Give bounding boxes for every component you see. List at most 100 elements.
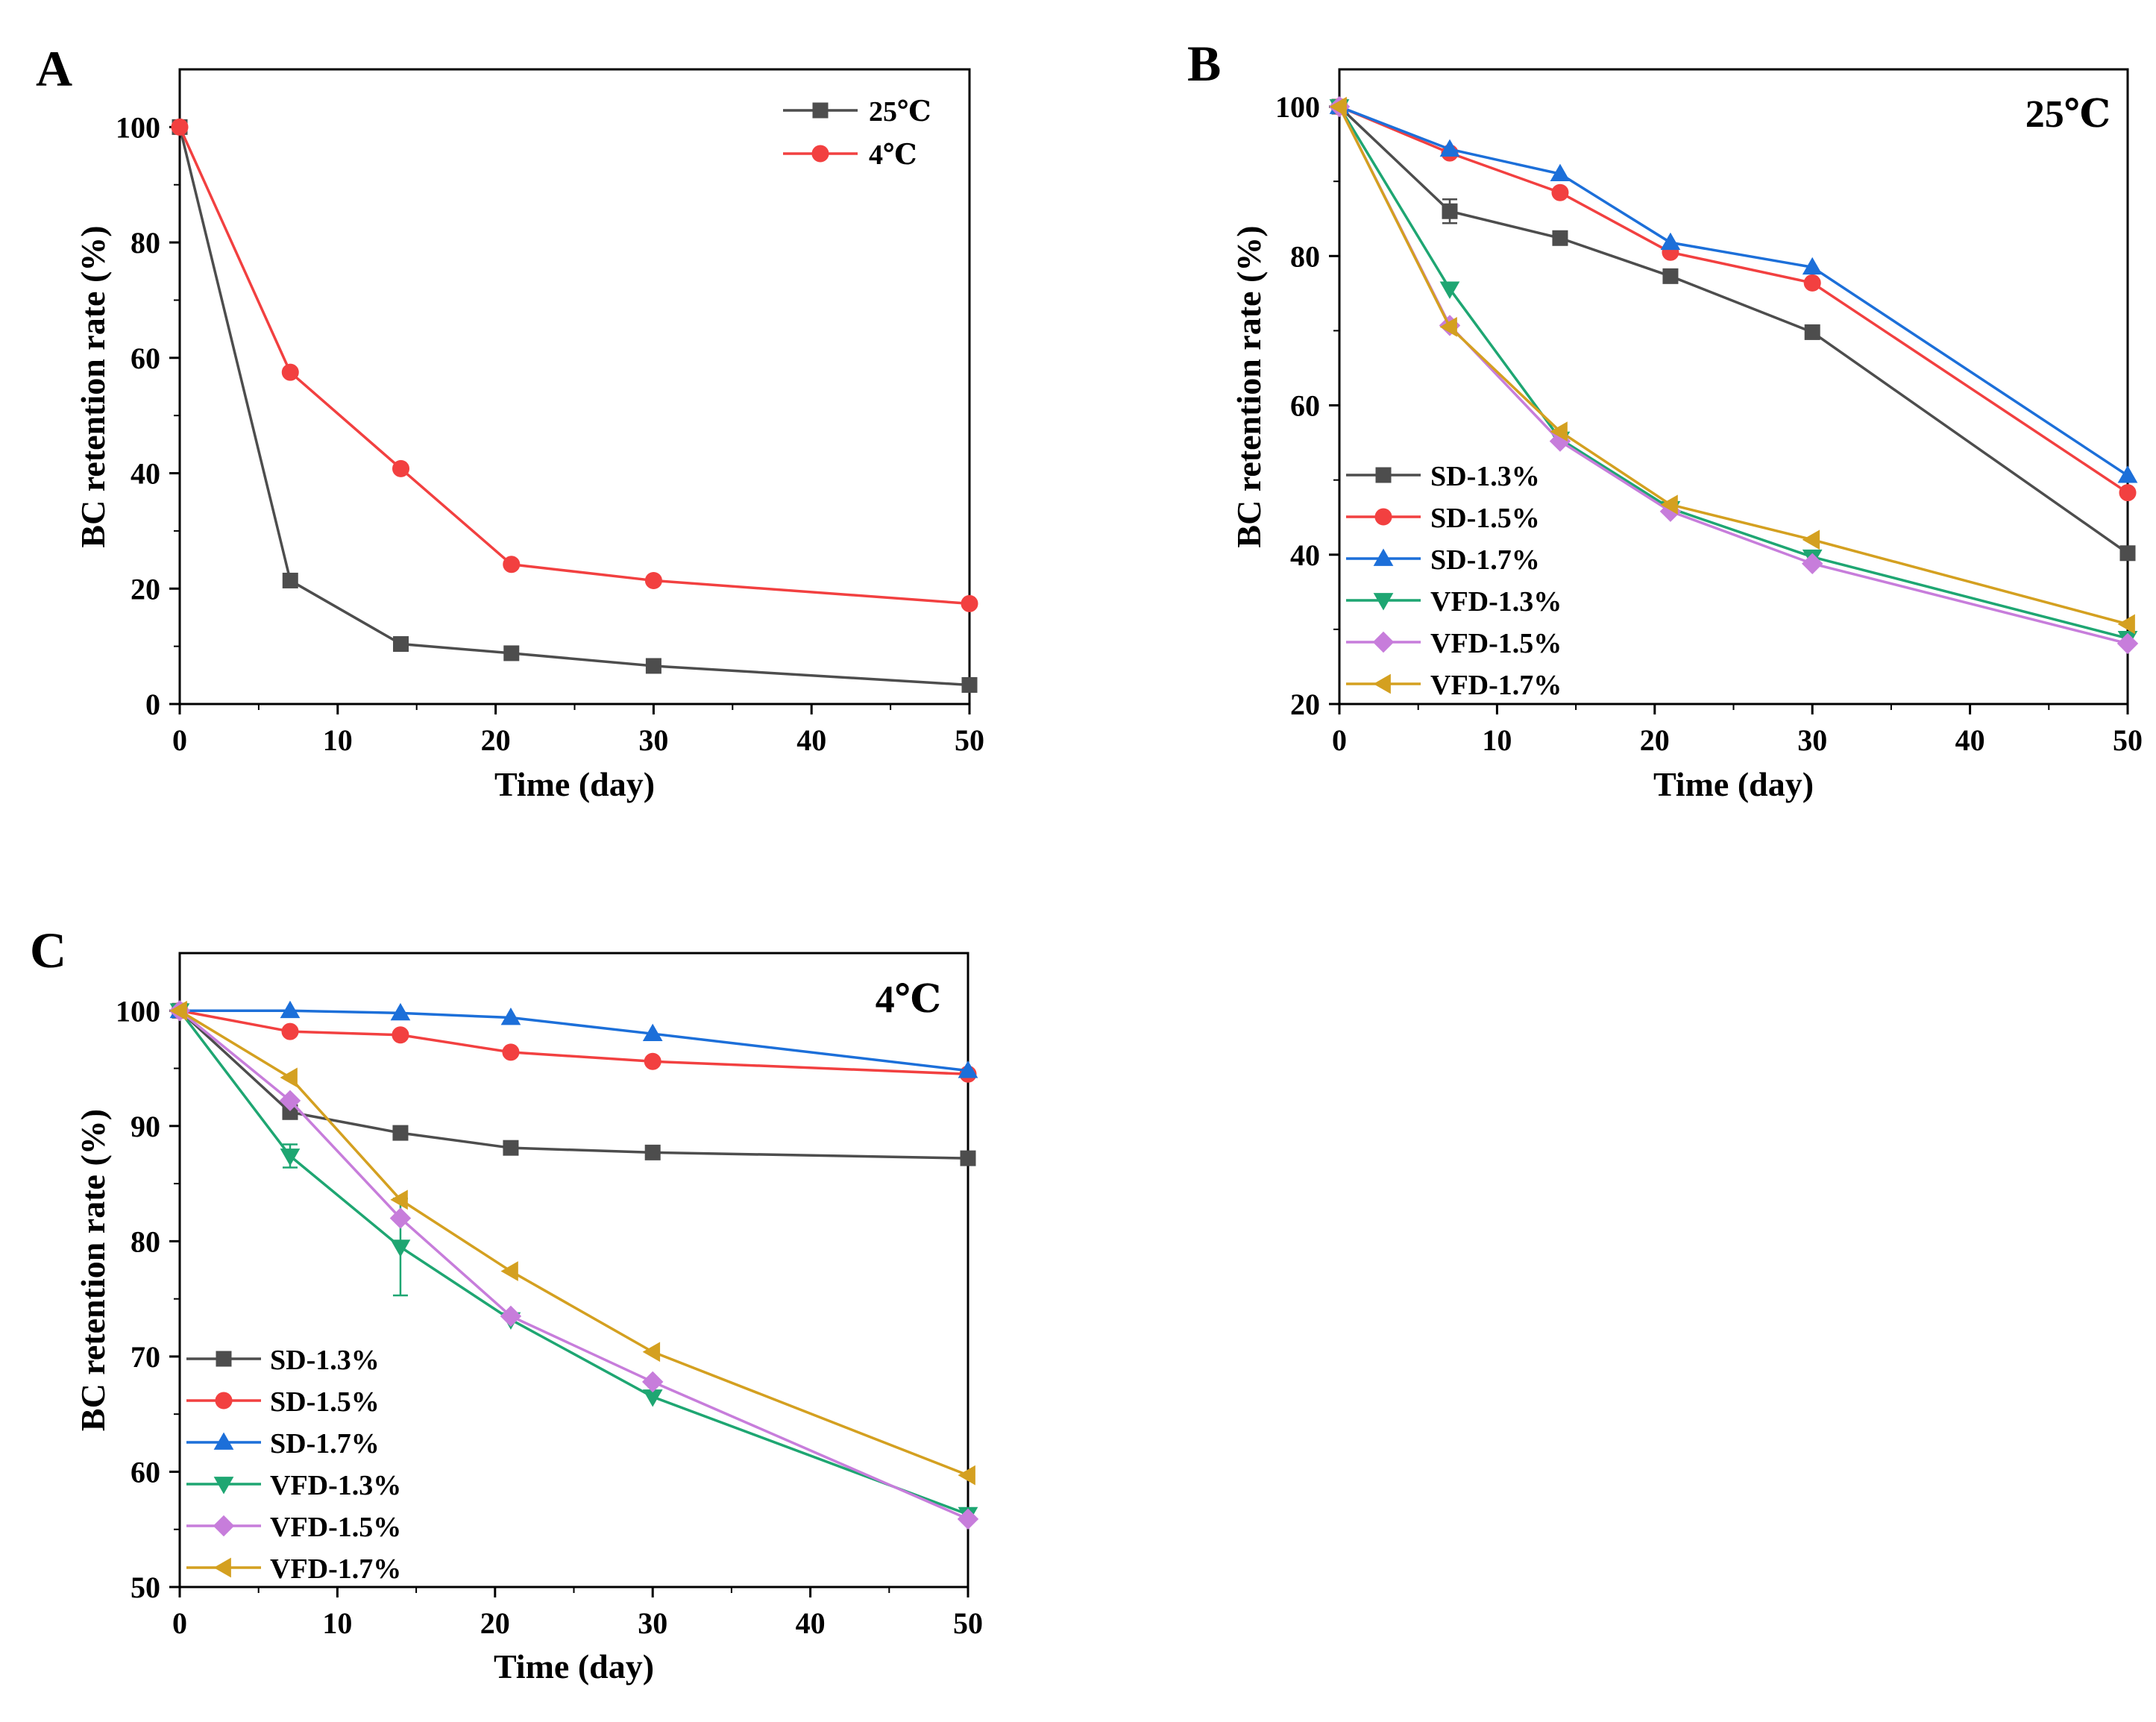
series-vfd-1-7-	[1329, 96, 2135, 635]
x-tick-label: 20	[481, 723, 511, 757]
x-tick-label: 10	[322, 1606, 352, 1640]
x-tick-label: 20	[480, 1606, 510, 1640]
y-tick-label: 40	[131, 457, 160, 491]
data-point	[500, 1261, 518, 1281]
legend-marker	[213, 1557, 231, 1578]
data-point	[392, 459, 410, 477]
data-point	[1804, 324, 1820, 340]
legend-marker	[1374, 508, 1392, 526]
data-point	[500, 1008, 521, 1025]
condition-label: 25℃	[2025, 93, 2111, 136]
series-line	[178, 1009, 969, 1160]
y-tick-label: 70	[131, 1340, 160, 1374]
series-vfd-1-7-	[169, 1000, 975, 1486]
data-point	[1329, 96, 1347, 117]
x-tick-label: 0	[172, 723, 187, 757]
data-point	[390, 1002, 411, 1021]
legend-marker	[213, 1515, 235, 1537]
legend-label: VFD-1.3%	[1430, 586, 1562, 618]
data-point	[390, 1239, 411, 1257]
data-point	[392, 1125, 409, 1141]
data-point	[503, 645, 520, 662]
x-tick-label: 40	[1955, 723, 1985, 757]
y-axis-title: BC retention rate (%)	[1230, 225, 1268, 547]
legend-entry: VFD-1.3%	[1346, 586, 1562, 618]
legend-marker	[811, 145, 829, 163]
data-point	[502, 1043, 520, 1061]
data-point	[503, 556, 521, 574]
data-point	[1552, 230, 1568, 246]
data-point	[961, 594, 978, 612]
legend-marker	[213, 1477, 234, 1495]
data-point	[279, 1090, 301, 1112]
y-tick-label: 20	[131, 572, 160, 606]
data-point	[1660, 494, 1678, 515]
legend-label: 4℃	[869, 139, 917, 171]
panel-letter: C	[30, 922, 66, 978]
legend-label: SD-1.3%	[270, 1345, 380, 1376]
panel-letter: B	[1187, 35, 1221, 92]
legend-marker	[1373, 673, 1391, 694]
series-line	[180, 1009, 969, 1072]
data-point	[958, 1060, 978, 1078]
x-tick-label: 50	[2113, 723, 2143, 757]
y-axis-title: BC retention rate (%)	[74, 1109, 112, 1431]
data-point	[961, 676, 978, 693]
legend-label: VFD-1.5%	[270, 1512, 401, 1543]
y-tick-label: 20	[1290, 688, 1320, 721]
data-point	[960, 1150, 976, 1166]
legend-entry: SD-1.3%	[1346, 461, 1540, 492]
chart-panel-c: C 0 10 20 30 40 50 50 60 70 80 90 100 Time (day) BC re…	[30, 922, 983, 1685]
y-tick-label: 100	[116, 110, 160, 144]
data-point	[1660, 232, 1681, 251]
x-axis-title: Time (day)	[494, 765, 655, 803]
series-line	[179, 1009, 969, 1076]
series-line	[178, 126, 970, 606]
data-point	[280, 1000, 301, 1019]
x-tick-label: 0	[172, 1606, 187, 1640]
chart-panel-b: B 0 10 20 30 40 50 20 40 60 80 100 Time (day) BC rete…	[1187, 35, 2143, 803]
data-point	[500, 1305, 522, 1327]
data-point	[957, 1508, 979, 1530]
x-tick-label: 30	[1797, 723, 1827, 757]
y-tick-label: 50	[131, 1571, 160, 1604]
legend-marker	[1372, 631, 1395, 653]
data-point	[2119, 484, 2137, 502]
chart-panel-a: A 0 10 20 30 40 50 0 20 40 60 80 100 Time (day) BC ret…	[36, 40, 984, 803]
y-tick-label: 60	[131, 1455, 160, 1489]
data-point	[644, 1144, 661, 1160]
y-tick-label: 90	[131, 1110, 160, 1143]
data-point	[280, 1148, 301, 1166]
data-point	[1550, 163, 1571, 182]
data-point	[645, 658, 661, 674]
y-axis-title: BC retention rate (%)	[74, 225, 112, 547]
data-point	[642, 1342, 661, 1363]
data-point	[171, 118, 189, 136]
series-sd-1-3-	[172, 1002, 976, 1166]
x-axis-title: Time (day)	[1653, 765, 1814, 803]
legend-entry: SD-1.7%	[186, 1428, 380, 1459]
series-4-	[171, 118, 978, 612]
data-point	[1439, 281, 1460, 299]
x-tick-label: 50	[953, 1606, 983, 1640]
legend-marker	[812, 102, 829, 119]
legend-entry: VFD-1.3%	[186, 1470, 401, 1501]
data-point	[644, 1052, 661, 1070]
condition-label: 4℃	[876, 978, 941, 1021]
series-line	[178, 126, 970, 687]
legend-label: 25℃	[869, 96, 931, 128]
x-tick-label: 10	[1482, 723, 1512, 757]
y-tick-label: 80	[131, 1225, 160, 1258]
x-tick-label: 40	[796, 1606, 826, 1640]
data-point	[390, 1190, 408, 1210]
legend-label: VFD-1.7%	[1430, 670, 1562, 701]
data-point	[1439, 317, 1457, 337]
data-point	[169, 1000, 187, 1021]
series-line	[179, 1009, 969, 1477]
series-line	[178, 1010, 969, 1516]
legend-entry: 25℃	[783, 96, 931, 128]
data-point	[1551, 183, 1569, 201]
data-point	[1662, 268, 1679, 284]
legend-entry: VFD-1.5%	[186, 1512, 401, 1543]
